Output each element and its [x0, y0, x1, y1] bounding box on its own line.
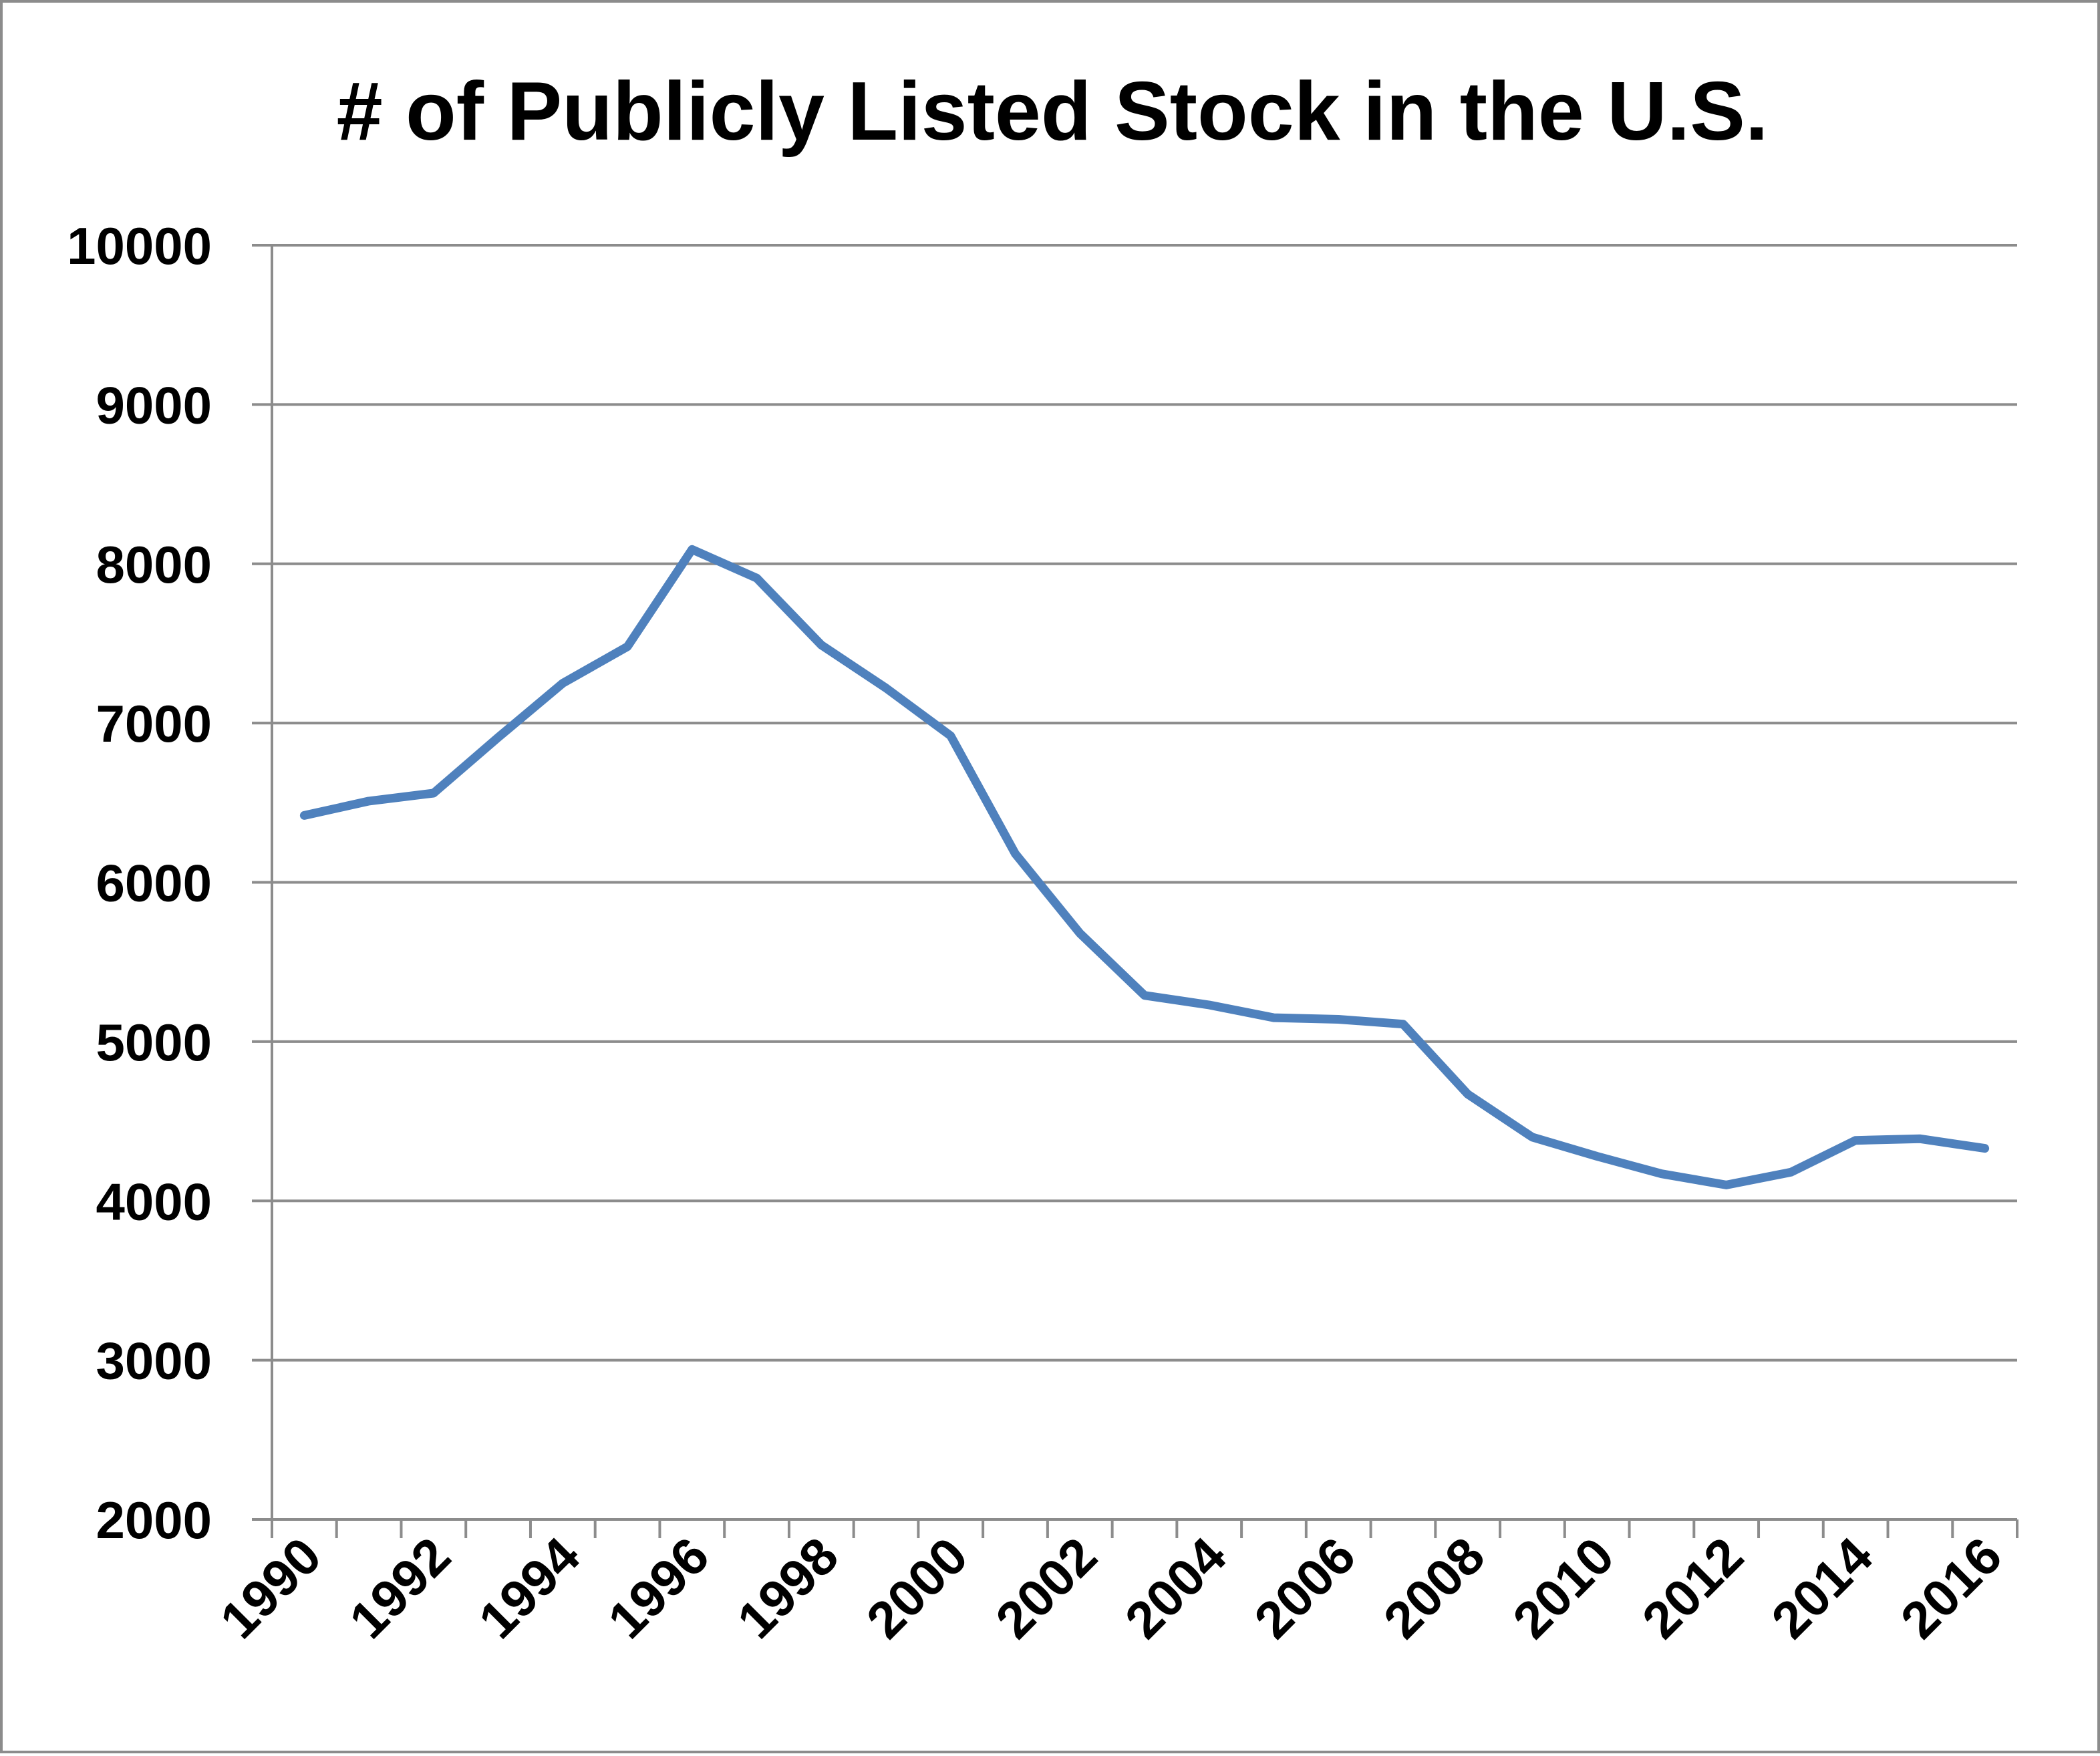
data-point	[1015, 853, 1016, 855]
y-tick-label: 3000	[96, 1332, 212, 1391]
data-point	[1984, 1148, 1986, 1149]
data-point	[820, 644, 822, 645]
y-tick-label: 5000	[96, 1013, 212, 1072]
data-point	[1596, 1156, 1598, 1157]
data-point	[562, 683, 563, 684]
x-tick-label: 1992	[338, 1526, 462, 1650]
data-point	[1790, 1171, 1791, 1173]
data-point	[1273, 1017, 1274, 1018]
chart-title: # of Publicly Listed Stock in the U.S.	[337, 65, 1769, 158]
y-tick-label: 6000	[96, 854, 212, 913]
data-point	[1855, 1140, 1856, 1141]
data-point	[368, 800, 369, 802]
x-tick-label: 2012	[1631, 1526, 1755, 1650]
x-tick-label: 2002	[984, 1526, 1108, 1650]
series-line	[299, 545, 1990, 1189]
data-point	[1726, 1184, 1727, 1185]
y-tick-label: 10000	[67, 216, 212, 275]
x-tick-label: 1994	[467, 1526, 591, 1650]
x-tick-label: 1998	[726, 1526, 849, 1650]
data-point	[1661, 1173, 1662, 1175]
axes	[252, 245, 2018, 1538]
data-point	[303, 815, 305, 816]
data-point	[498, 737, 499, 738]
data-point	[1209, 1004, 1210, 1006]
data-point	[1531, 1137, 1533, 1138]
data-point	[1920, 1138, 1921, 1139]
gridlines	[252, 244, 2017, 1362]
y-tick-label: 9000	[96, 376, 212, 434]
data-point	[1079, 933, 1080, 934]
x-tick-label: 1990	[208, 1526, 332, 1650]
data-point	[885, 688, 887, 689]
x-axis-tick-labels: 1990 1992 1994 1996 1998 2000 2002 2004 2006 2008…	[208, 1526, 2012, 1650]
data-point	[756, 577, 758, 579]
line-chart: # of Publicly Listed Stock in the U.S. 2…	[67, 65, 2018, 1650]
data-point	[627, 646, 628, 647]
data-point	[1144, 995, 1145, 996]
data-point	[1338, 1019, 1339, 1020]
x-tick-label: 1996	[597, 1526, 720, 1650]
y-tick-label: 8000	[96, 535, 212, 594]
x-tick-label: 2010	[1501, 1526, 1625, 1650]
data-point	[1467, 1094, 1469, 1095]
data-point	[433, 792, 434, 794]
x-tick-label: 2000	[855, 1526, 979, 1650]
y-axis-tick-labels: 2000 3000 4000 5000 6000 7000 8000 9000 10000	[67, 216, 212, 1550]
x-tick-label: 2004	[1114, 1526, 1237, 1650]
x-tick-label: 2008	[1372, 1526, 1496, 1650]
x-tick-label: 2014	[1760, 1526, 1884, 1650]
data-point	[1402, 1024, 1404, 1025]
data-point	[950, 735, 951, 736]
data-point	[692, 549, 693, 550]
y-tick-label: 4000	[96, 1172, 212, 1231]
series-layer	[299, 545, 1990, 1189]
x-tick-label: 2016	[1890, 1526, 2013, 1650]
x-tick-label: 2006	[1243, 1526, 1366, 1650]
y-tick-label: 7000	[96, 694, 212, 753]
y-tick-label: 2000	[96, 1491, 212, 1550]
